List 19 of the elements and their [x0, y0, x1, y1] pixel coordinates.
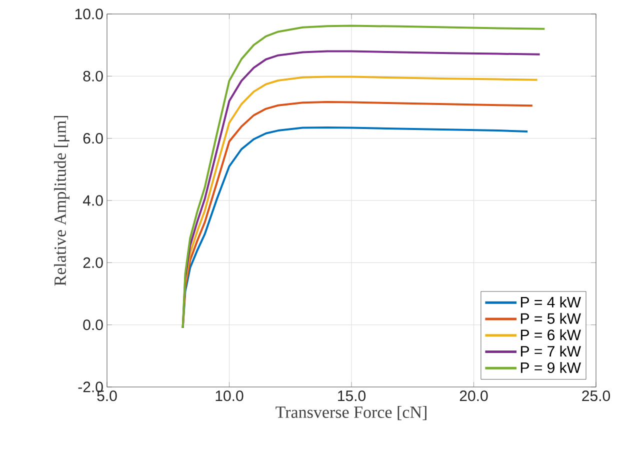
- legend-label: P = 4 kW: [520, 296, 581, 308]
- y-tick-label: 10.0: [75, 8, 103, 20]
- x-tick-label: 25.0: [582, 390, 610, 402]
- x-axis-title: Transverse Force [cN]: [276, 406, 426, 420]
- y-tick-label: 4.0: [82, 195, 103, 206]
- y-tick-label: 2.0: [83, 257, 103, 268]
- x-tick-label: 15.0: [338, 390, 366, 402]
- legend-label: P = 7 kW: [520, 346, 581, 356]
- legend-label: P = 6 kW: [520, 329, 581, 340]
- legend-label: P = 9 kW: [520, 362, 581, 373]
- x-tick-label: 10.0: [216, 390, 244, 402]
- y-tick-label: 8.0: [83, 70, 103, 82]
- y-tick-label: -2.0: [78, 382, 103, 392]
- y-axis-title: Relative Amplitude [μm]: [54, 116, 70, 286]
- x-tick-label: 5.0: [97, 390, 117, 402]
- x-tick-label: 20.0: [460, 390, 488, 402]
- y-tick-label: 6.0: [83, 133, 103, 144]
- legend-label: P = 5 kW: [520, 312, 581, 324]
- y-tick-label: 0.0: [83, 320, 103, 330]
